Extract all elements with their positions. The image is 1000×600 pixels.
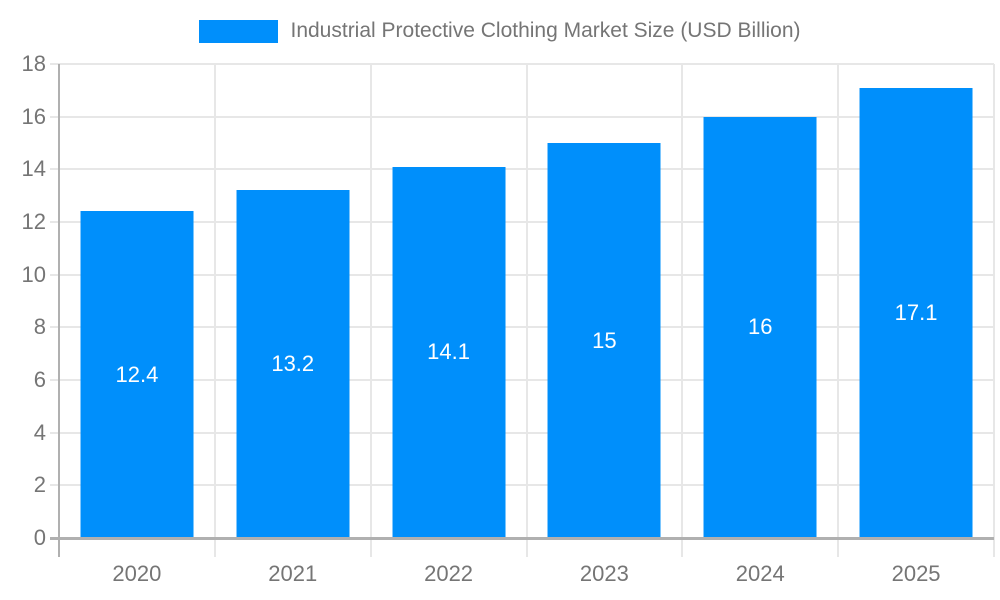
gridline-y-12 (50, 221, 994, 224)
y-tick-label-0: 0 (33, 525, 46, 550)
bar-2020: 12.4 (80, 211, 194, 538)
x-axis-line (50, 537, 994, 540)
gridline-x-2 (369, 64, 372, 557)
gridline-y-6 (50, 379, 994, 382)
x-tick-label-2023: 2023 (579, 561, 629, 586)
y-axis: 0 2 4 6 8 10 12 14 16 18 (0, 53, 46, 549)
legend-item[interactable]: Industrial Protective Clothing Market Si… (0, 19, 1000, 43)
gridline-y-18 (50, 63, 994, 65)
plot-area: 12.4 13.2 14.1 15 16 17.1 (50, 63, 995, 557)
bar-value-label-2021: 13.2 (271, 351, 315, 377)
x-tick-label-2022: 2022 (424, 561, 474, 586)
x-tick-label-2024: 2024 (735, 561, 785, 586)
bar-value-label-2024: 16 (748, 314, 773, 340)
y-tick-label-12: 12 (21, 209, 46, 235)
x-tick-label-2021: 2021 (268, 561, 318, 586)
gridline-y-10 (50, 273, 994, 276)
y-tick-label-8: 8 (33, 314, 46, 340)
bar-2022: 14.1 (392, 166, 506, 538)
bar-2023: 15 (547, 143, 661, 538)
gridline-x-5 (837, 64, 840, 557)
x-tick-label-2025: 2025 (891, 561, 941, 586)
gridline-y-14 (50, 168, 994, 171)
gridline-x-3 (525, 64, 528, 557)
bar-value-label-2020: 12.4 (115, 361, 159, 387)
y-tick-label-16: 16 (21, 103, 46, 129)
y-tick-label-18: 18 (21, 51, 46, 76)
gridline-y-8 (50, 326, 994, 329)
y-tick-label-10: 10 (21, 261, 46, 287)
gridline-y-4 (50, 431, 994, 434)
legend-label: Industrial Protective Clothing Market Si… (290, 19, 801, 42)
y-tick-label-4: 4 (33, 419, 46, 445)
gridline-y-16 (50, 115, 994, 118)
bar-2024: 16 (703, 116, 817, 538)
y-tick-label-2: 2 (33, 472, 46, 498)
legend-swatch (199, 19, 279, 43)
y-tick-label-6: 6 (33, 367, 46, 393)
bar-value-label-2025: 17.1 (894, 299, 938, 325)
x-axis: 2020 2021 2022 2023 2024 2025 (59, 559, 994, 589)
gridline-y-2 (50, 484, 994, 487)
y-tick-label-14: 14 (21, 156, 46, 182)
bar-2025: 17.1 (859, 87, 973, 538)
bar-2021: 13.2 (236, 190, 350, 538)
gridline-x-4 (681, 64, 684, 557)
bar-value-label-2022: 14.1 (427, 339, 470, 365)
gridline-x-1 (213, 64, 216, 557)
bar-value-label-2023: 15 (592, 327, 617, 353)
gridline-x-6 (993, 64, 995, 557)
y-axis-line (58, 64, 60, 557)
x-tick-label-2020: 2020 (112, 561, 162, 586)
